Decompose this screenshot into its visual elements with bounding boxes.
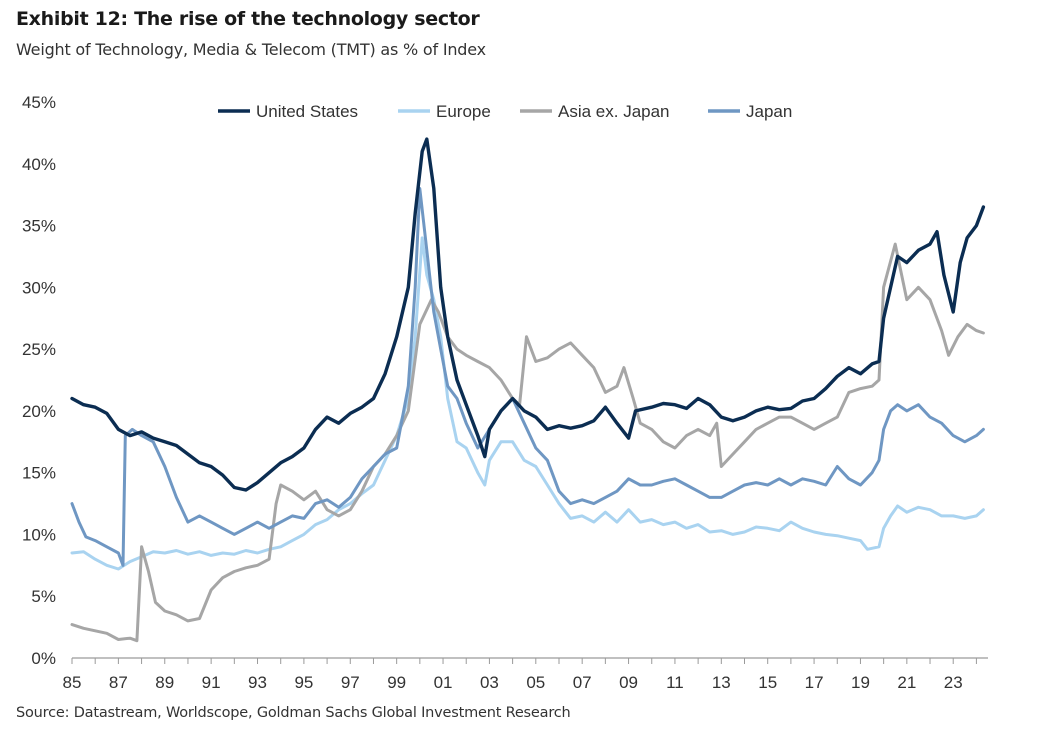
y-tick-label: 35% [22,217,56,236]
y-tick-label: 5% [31,587,56,606]
chart-subtitle: Weight of Technology, Media & Telecom (T… [16,40,486,59]
series-line-japan [70,187,985,567]
x-tick-label: 09 [619,673,638,692]
x-tick-label: 15 [758,673,777,692]
x-tick-label: 85 [63,673,82,692]
x-tick-label: 23 [944,673,963,692]
x-tick-label: 91 [202,673,221,692]
x-tick-label: 11 [666,673,684,692]
y-tick-label: 15% [22,464,56,483]
x-tick-label: 87 [109,673,128,692]
x-tick-label: 21 [897,673,916,692]
x-tick-label: 07 [573,673,592,692]
x-tick-label: 95 [294,673,313,692]
series-line-europe [70,236,985,571]
legend: United States Europe Asia ex. Japan Japan [218,102,792,121]
y-tick-label: 20% [22,402,56,421]
y-tick-label: 10% [22,525,56,544]
legend-label: Asia ex. Japan [558,102,670,121]
legend-label: Europe [436,102,491,121]
y-tick-label: 0% [31,649,56,668]
x-tick-label: 17 [805,673,824,692]
x-tick-label: 01 [434,673,453,692]
x-tick-label: 05 [526,673,545,692]
y-tick-label: 45% [22,93,56,112]
x-tick-label: 89 [155,673,174,692]
x-tick-label: 97 [341,673,360,692]
x-tick-label: 93 [248,673,267,692]
series-line-asia-ex-japan [70,242,985,643]
y-tick-label: 40% [22,155,56,174]
legend-label: Japan [746,102,792,121]
source-note: Source: Datastream, Worldscope, Goldman … [16,705,571,721]
y-tick-label: 25% [22,340,56,359]
x-tick-label: 19 [851,673,870,692]
x-axis: 85 87 89 91 93 95 97 99 01 03 05 07 09 11 13 15 17 19 21 23 [63,657,988,692]
x-tick-label: 03 [480,673,499,692]
y-axis-ticks: 0% 5% 10% 15% 20% 25% 30% 35% 40% 45% [22,93,56,668]
x-tick-label: 13 [712,673,731,692]
series-lines [70,137,986,643]
y-tick-label: 30% [22,278,56,297]
series-line-united-states [70,137,986,492]
legend-label: United States [256,102,358,121]
chart-title: Exhibit 12: The rise of the technology s… [16,8,480,30]
x-tick-label: 99 [387,673,406,692]
